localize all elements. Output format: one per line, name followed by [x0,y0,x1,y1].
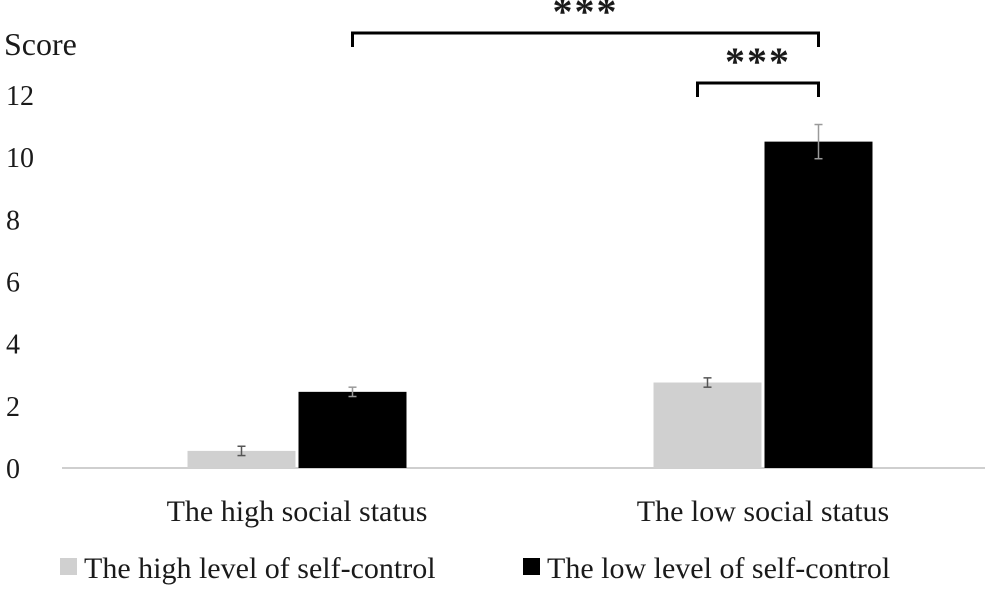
bar [298,391,407,468]
y-tick-label: 6 [6,268,20,299]
legend-item: The high level of self-control [60,552,436,585]
significance-bracket: *** [696,39,820,97]
y-tick-label: 12 [6,81,34,112]
legend-label: The high level of self-control [84,552,436,585]
y-tick-label: 2 [6,392,20,423]
legend: The high level of self-control The low le… [60,552,890,585]
bar [187,450,296,468]
significance-label: *** [553,0,619,34]
significance-bracket: *** [351,0,820,47]
y-axis-ticks: 0 2 4 6 8 10 12 [6,81,34,485]
legend-swatch [523,558,540,575]
error-bar [814,123,823,160]
category-label: The high social status [167,495,428,528]
error-bar [237,445,246,457]
y-tick-label: 8 [6,205,20,236]
legend-label: The low level of self-control [547,552,890,585]
error-bar [703,377,712,388]
y-tick-label: 10 [6,143,34,174]
error-bar [348,386,357,398]
legend-swatch [60,558,77,575]
bars [187,141,873,468]
category-labels: The high social status The low social sta… [167,495,890,528]
bar [653,382,762,468]
legend-item: The low level of self-control [523,552,890,585]
y-tick-label: 0 [6,454,20,485]
y-tick-label: 4 [6,330,20,361]
y-axis-label: Score [4,26,77,62]
significance-brackets: *** *** [351,0,820,97]
bar [764,141,873,468]
error-bars [237,123,823,457]
category-label: The low social status [637,495,889,528]
significance-label: *** [725,39,791,84]
